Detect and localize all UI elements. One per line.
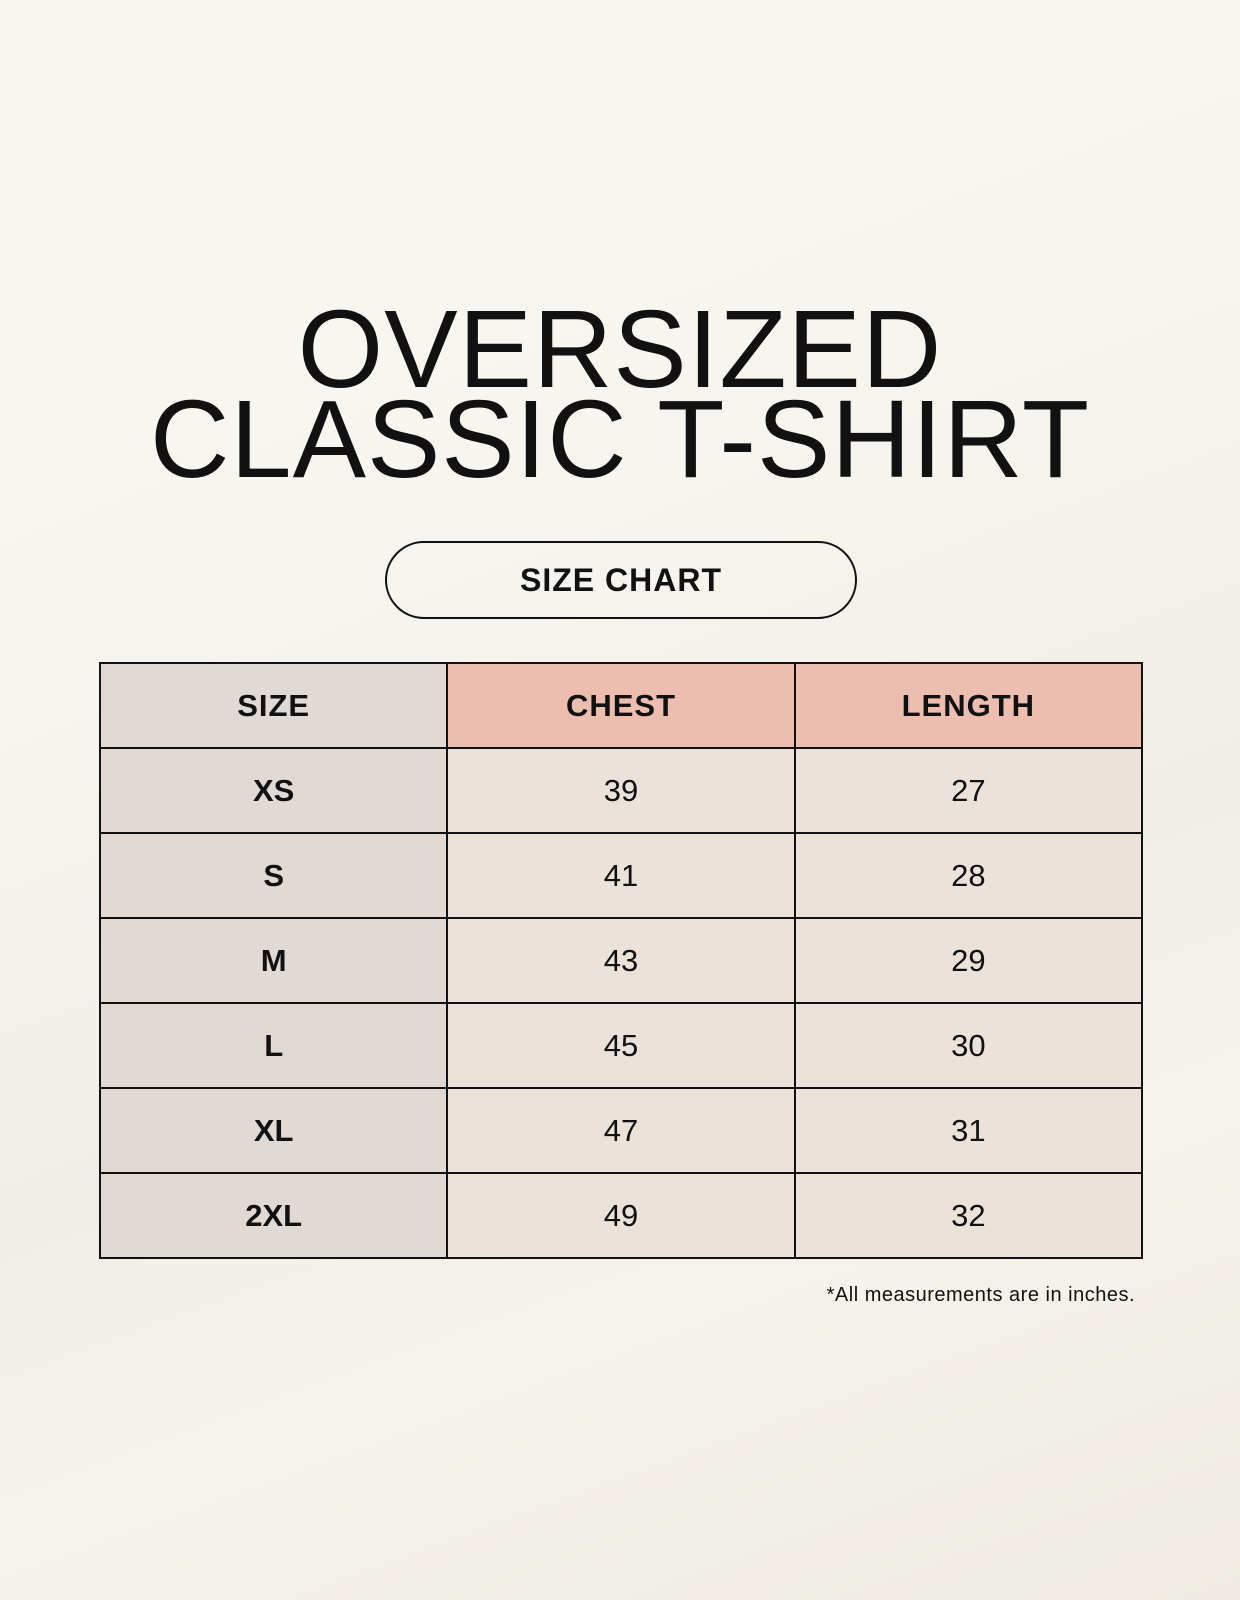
chest-cell: 39 (446, 747, 796, 834)
size-chart-badge: SIZE CHART (385, 541, 857, 619)
table-row: XS 39 27 (98, 747, 1144, 834)
title-line-2: CLASSIC T-SHIRT (149, 378, 1091, 501)
table-row: 2XL 49 32 (98, 1172, 1144, 1259)
table-row: XL 47 31 (98, 1087, 1144, 1174)
measurement-note: *All measurements are in inches. (826, 1284, 1135, 1306)
size-cell: M (98, 917, 449, 1004)
chest-cell: 45 (446, 1002, 796, 1089)
size-cell: XL (98, 1087, 449, 1174)
length-cell: 30 (793, 1002, 1144, 1089)
size-cell: 2XL (98, 1172, 449, 1259)
length-cell: 31 (793, 1087, 1144, 1174)
header-length: LENGTH (793, 662, 1144, 749)
chest-cell: 43 (446, 917, 796, 1004)
length-cell: 28 (793, 832, 1144, 919)
size-cell: L (98, 1002, 449, 1089)
chest-cell: 49 (446, 1172, 796, 1259)
size-cell: S (98, 832, 449, 919)
length-cell: 29 (793, 917, 1144, 1004)
length-cell: 27 (793, 747, 1144, 834)
table-row: S 41 28 (98, 832, 1144, 919)
chest-cell: 47 (446, 1087, 796, 1174)
header-size: SIZE (98, 662, 449, 749)
table-header-row: SIZE CHEST LENGTH (98, 662, 1144, 749)
chest-cell: 41 (446, 832, 796, 919)
size-table: SIZE CHEST LENGTH XS 39 27 S 41 28 M 43 29 L 45 30 X… (98, 662, 1144, 1259)
header-chest: CHEST (446, 662, 796, 749)
title-line-1: OVERSIZED (297, 288, 943, 411)
table-row: M 43 29 (98, 917, 1144, 1004)
table-row: L 45 30 (98, 1002, 1144, 1089)
size-cell: XS (98, 747, 449, 834)
length-cell: 32 (793, 1172, 1144, 1259)
